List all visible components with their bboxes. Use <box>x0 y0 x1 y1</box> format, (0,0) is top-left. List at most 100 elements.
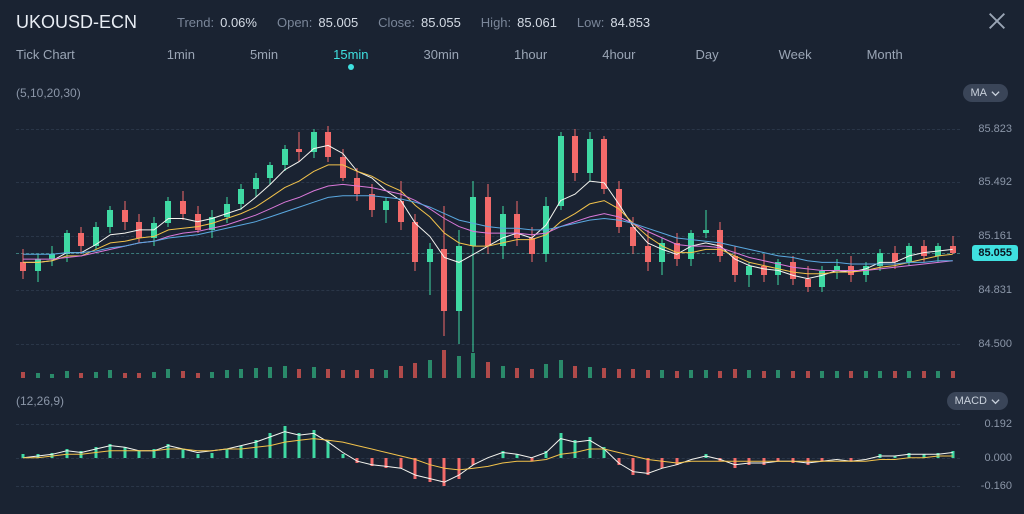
volume-bar <box>413 363 417 378</box>
macd-hist-bar <box>51 453 54 458</box>
volume-bar <box>762 371 766 378</box>
macd-hist-bar <box>791 458 794 463</box>
macd-hist-bar <box>457 458 460 479</box>
ma-params: (5,10,20,30) <box>16 86 81 100</box>
volume-bar <box>355 370 359 378</box>
volume-bar <box>907 371 911 378</box>
volume-bar <box>835 371 839 378</box>
indicator-label: MA <box>971 87 988 99</box>
volume-bar <box>747 370 751 378</box>
macd-hist-bar <box>182 449 185 458</box>
macd-hist-bar <box>617 458 620 465</box>
volume-bar <box>530 369 534 378</box>
volume-bar <box>718 371 722 378</box>
timeframe-5min[interactable]: 5min <box>250 47 278 62</box>
chevron-down-icon <box>991 89 1000 98</box>
macd-hist-bar <box>138 451 141 458</box>
volume-bar <box>36 373 40 378</box>
volume-bar <box>152 372 156 378</box>
stat-value: 85.055 <box>421 15 461 30</box>
timeframe-week[interactable]: Week <box>779 47 812 62</box>
volume-bar <box>631 369 635 378</box>
volume-bar <box>312 367 316 378</box>
timeframe-15min[interactable]: 15min <box>333 47 368 62</box>
timeframe-day[interactable]: Day <box>695 47 718 62</box>
macd-hist-bar <box>298 433 301 457</box>
volume-bar <box>254 368 258 378</box>
volume-bar <box>617 369 621 378</box>
stat-trend: Trend: 0.06% <box>177 15 257 30</box>
macd-hist-bar <box>327 440 330 457</box>
macd-hist-bar <box>762 458 765 465</box>
macd-hist-bar <box>937 453 940 458</box>
indicator-label: MACD <box>955 395 987 407</box>
macd-hist-bar <box>733 458 736 468</box>
timeframe-1min[interactable]: 1min <box>167 47 195 62</box>
macd-y-label: 0.000 <box>984 452 1012 464</box>
volume-bar <box>893 371 897 378</box>
volume-bar <box>588 367 592 378</box>
close-button[interactable] <box>986 10 1008 35</box>
volume-bar <box>878 371 882 378</box>
volume-bar <box>181 371 185 378</box>
stat-value: 0.06% <box>220 15 257 30</box>
macd-hist-bar <box>240 446 243 458</box>
macd-hist-bar <box>719 458 722 461</box>
stat-value: 85.005 <box>318 15 358 30</box>
volume-bar <box>108 370 112 378</box>
y-tick-label: 84.500 <box>978 338 1012 350</box>
timeframe-month[interactable]: Month <box>867 47 903 62</box>
volume-bar <box>428 360 432 378</box>
volume-bar <box>559 360 563 378</box>
timeframe-4hour[interactable]: 4hour <box>602 47 635 62</box>
volume-bars <box>16 348 960 378</box>
macd-signal-line <box>23 439 952 470</box>
stat-label: Open: <box>277 15 312 30</box>
indicator-macd-selector[interactable]: MACD <box>947 392 1008 410</box>
stat-label: High: <box>481 15 511 30</box>
macd-y-label: 0.192 <box>984 418 1012 430</box>
macd-hist-bar <box>196 454 199 457</box>
macd-hist-bar <box>661 458 664 468</box>
timeframe-1hour[interactable]: 1hour <box>514 47 547 62</box>
volume-bar <box>646 370 650 378</box>
macd-hist-bar <box>574 440 577 457</box>
volume-bar <box>79 373 83 378</box>
volume-bar <box>951 371 955 378</box>
macd-hist-bar <box>254 440 257 457</box>
macd-hist-bar <box>225 449 228 458</box>
timeframe-30min[interactable]: 30min <box>424 47 459 62</box>
macd-hist-bar <box>530 458 533 461</box>
timeframe-tickchart[interactable]: Tick Chart <box>16 47 87 62</box>
macd-y-label: -0.160 <box>981 480 1012 492</box>
macd-hist-bar <box>501 451 504 458</box>
indicator-ma-selector[interactable]: MA <box>963 84 1009 102</box>
volume-bar <box>239 369 243 378</box>
volume-bar <box>341 370 345 378</box>
stat-value: 84.853 <box>610 15 650 30</box>
macd-hist-bar <box>211 453 214 458</box>
volume-bar <box>544 364 548 378</box>
volume-bar <box>50 374 54 378</box>
macd-hist-bar <box>414 458 417 479</box>
macd-hist-bar <box>65 449 68 458</box>
macd-hist-bar <box>94 447 97 457</box>
macd-hist-bar <box>603 447 606 457</box>
price-chart[interactable] <box>16 108 960 368</box>
y-tick-label: 85.492 <box>978 176 1012 188</box>
macd-hist-bar <box>167 444 170 458</box>
macd-hist-bar <box>428 458 431 482</box>
macd-hist-bar <box>922 454 925 457</box>
volume-bar <box>225 370 229 378</box>
symbol-name: UKOUSD-ECN <box>16 12 137 33</box>
volume-bar <box>820 371 824 378</box>
stat-label: Low: <box>577 15 604 30</box>
volume-bar <box>660 370 664 378</box>
volume-bar <box>864 371 868 378</box>
volume-bar <box>471 353 475 378</box>
macd-hist-bar <box>472 458 475 465</box>
volume-bar <box>922 371 926 378</box>
macd-hist-bar <box>908 453 911 458</box>
macd-chart[interactable] <box>16 416 960 496</box>
macd-hist-bar <box>269 433 272 457</box>
